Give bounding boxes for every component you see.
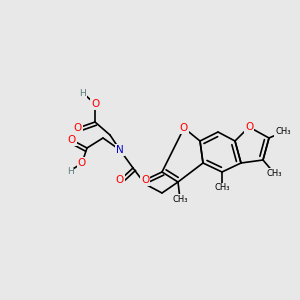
Text: CH₃: CH₃	[275, 128, 291, 136]
Text: O: O	[141, 175, 149, 185]
Text: H: H	[80, 88, 86, 98]
Text: CH₃: CH₃	[266, 169, 282, 178]
Text: CH₃: CH₃	[214, 184, 230, 193]
Text: O: O	[78, 158, 86, 168]
Text: O: O	[91, 99, 99, 109]
Text: O: O	[180, 123, 188, 133]
Text: CH₃: CH₃	[172, 194, 188, 203]
Text: H: H	[67, 167, 73, 176]
Text: O: O	[245, 122, 253, 132]
Text: N: N	[116, 145, 124, 155]
Text: O: O	[68, 135, 76, 145]
Text: O: O	[116, 175, 124, 185]
Text: O: O	[74, 123, 82, 133]
